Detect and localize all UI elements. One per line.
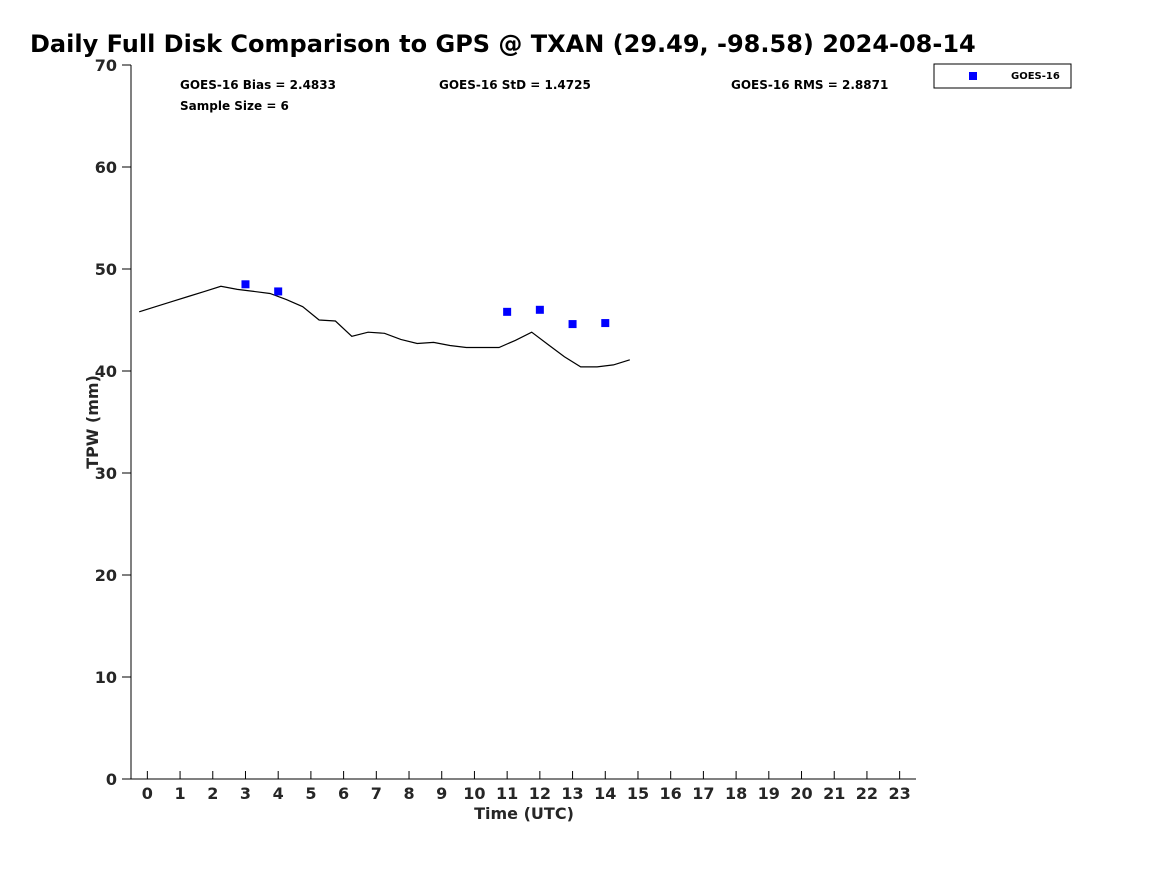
x-tick-label: 8 [403, 784, 414, 803]
chart-title: Daily Full Disk Comparison to GPS @ TXAN… [30, 30, 976, 58]
y-tick-label: 70 [95, 56, 117, 75]
series-layer [139, 280, 630, 368]
x-tick-label: 19 [758, 784, 780, 803]
goes-16-point [601, 319, 610, 328]
x-axis-ticks: 0 1 2 3 4 5 6 7 8 9 10 11 12 13 14 15 16 17 18 19 20 21 22 23 [142, 771, 911, 803]
x-axis-label: Time (UTC) [474, 804, 574, 823]
y-tick-label: 10 [95, 668, 117, 687]
legend-label-goes-16: GOES-16 [1011, 71, 1060, 82]
x-tick-label: 22 [856, 784, 878, 803]
x-tick-label: 0 [142, 784, 153, 803]
x-tick-label: 9 [436, 784, 447, 803]
goes-16-point [568, 320, 577, 329]
y-tick-label: 0 [106, 770, 117, 789]
y-axis-ticks: 0 10 20 30 40 50 60 70 [95, 56, 131, 789]
x-tick-label: 14 [594, 784, 616, 803]
x-tick-label: 6 [338, 784, 349, 803]
goes-16-point [503, 307, 512, 316]
rms-annotation: GOES-16 RMS = 2.8871 [731, 78, 888, 92]
x-tick-label: 16 [660, 784, 682, 803]
sample-size-annotation: Sample Size = 6 [180, 99, 289, 113]
y-tick-label: 50 [95, 260, 117, 279]
legend: GOES-16 [933, 63, 1072, 89]
x-tick-label: 4 [273, 784, 284, 803]
y-tick-label: 60 [95, 158, 117, 177]
x-tick-label: 12 [529, 784, 551, 803]
x-tick-label: 20 [790, 784, 812, 803]
std-annotation: GOES-16 StD = 1.4725 [439, 78, 591, 92]
x-tick-label: 10 [463, 784, 485, 803]
y-tick-label: 20 [95, 566, 117, 585]
legend-box [933, 63, 1072, 89]
stats-annotations: GOES-16 Bias = 2.4833 GOES-16 StD = 1.47… [180, 78, 888, 113]
x-tick-label: 7 [371, 784, 382, 803]
goes-16-point [535, 305, 544, 314]
x-tick-label: 5 [305, 784, 316, 803]
x-tick-label: 11 [496, 784, 518, 803]
legend-marker-goes-16 [969, 72, 977, 80]
goes-16-point [241, 280, 250, 289]
goes-16-point [274, 287, 283, 296]
plot-area [130, 65, 916, 780]
y-tick-label: 30 [95, 464, 117, 483]
y-axis-label: TPW (mm) [83, 375, 102, 469]
bias-annotation: GOES-16 Bias = 2.4833 [180, 78, 336, 92]
x-tick-label: 21 [823, 784, 845, 803]
y-tick-label: 40 [95, 362, 117, 381]
x-tick-label: 13 [561, 784, 583, 803]
x-tick-label: 23 [889, 784, 911, 803]
gps-tpw-line [139, 285, 630, 368]
x-tick-label: 17 [692, 784, 714, 803]
x-tick-label: 15 [627, 784, 649, 803]
x-tick-label: 2 [207, 784, 218, 803]
x-tick-label: 1 [174, 784, 185, 803]
x-tick-label: 18 [725, 784, 747, 803]
x-tick-label: 3 [240, 784, 251, 803]
